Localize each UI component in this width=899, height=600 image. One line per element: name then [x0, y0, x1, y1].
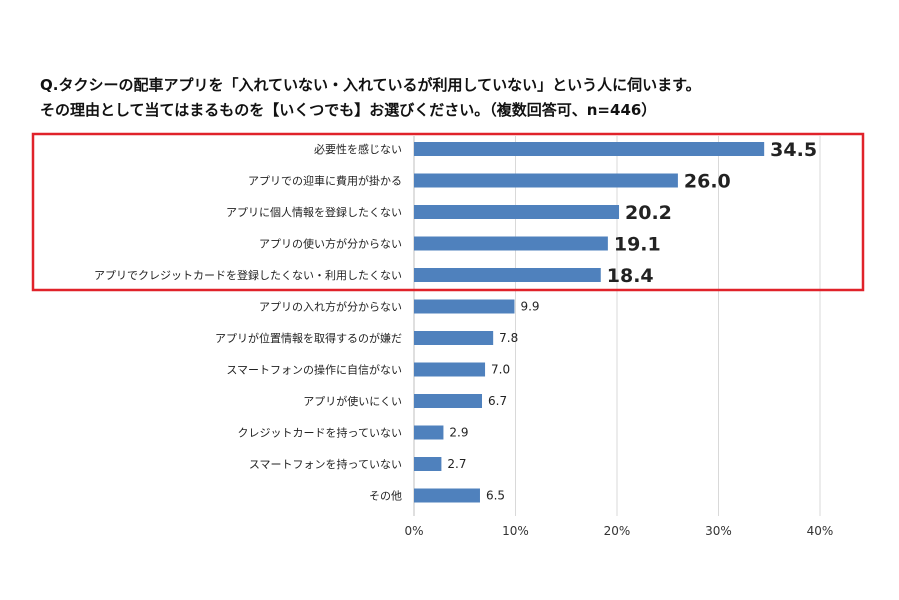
category-label: アプリでクレジットカードを登録したくない・利用したくない	[94, 268, 402, 282]
data-label: 18.4	[607, 265, 654, 287]
category-label: アプリが使いにくい	[303, 394, 402, 408]
data-label: 26.0	[684, 171, 731, 193]
data-label: 9.9	[520, 300, 539, 314]
bar	[414, 488, 480, 503]
bar	[414, 268, 601, 282]
question-line-1: Q.タクシーの配車アプリを「入れていない・入れているが利用していない」という人に…	[40, 76, 701, 94]
x-tick-label: 20%	[604, 524, 631, 538]
bar	[414, 425, 444, 440]
data-label: 19.1	[614, 234, 661, 256]
category-label: アプリが位置情報を取得するのが嫌だ	[215, 331, 402, 345]
data-label: 20.2	[625, 202, 672, 224]
data-label: 6.5	[486, 489, 505, 503]
category-label: クレジットカードを持っていない	[238, 426, 402, 440]
bar	[414, 205, 620, 219]
question-line-2: その理由として当てはまるものを【いくつでも】お選びください。（複数回答可、n=4…	[40, 101, 657, 119]
category-label: アプリの入れ方が分からない	[259, 300, 402, 314]
x-tick-label: 10%	[502, 524, 529, 538]
data-label: 2.9	[449, 426, 468, 440]
question-text: Q.タクシーの配車アプリを「入れていない・入れているが利用していない」という人に…	[40, 73, 701, 123]
category-label: スマートフォンの操作に自信がない	[226, 363, 402, 377]
bar	[414, 236, 608, 251]
bar	[414, 299, 515, 314]
data-label: 6.7	[488, 394, 507, 408]
category-label: 必要性を感じない	[314, 142, 402, 156]
category-label: アプリに個人情報を登録したくない	[226, 205, 402, 219]
category-label: その他	[369, 490, 402, 503]
x-tick-label: 0%	[404, 524, 423, 538]
data-label: 7.0	[491, 363, 510, 377]
x-tick-label: 40%	[807, 524, 834, 538]
bar	[414, 173, 678, 188]
bar	[414, 362, 486, 377]
data-label: 7.8	[499, 331, 518, 345]
category-label: スマートフォンを持っていない	[249, 457, 402, 471]
bar	[414, 394, 483, 408]
bar	[414, 142, 765, 156]
category-label: アプリでの迎車に費用が掛かる	[248, 174, 402, 188]
x-tick-label: 30%	[705, 524, 732, 538]
bar	[414, 331, 494, 345]
data-label: 2.7	[447, 457, 466, 471]
bar	[414, 457, 442, 471]
category-label: アプリの使い方が分からない	[259, 237, 402, 251]
highlight-box	[31, 132, 865, 292]
data-label: 34.5	[770, 139, 817, 161]
